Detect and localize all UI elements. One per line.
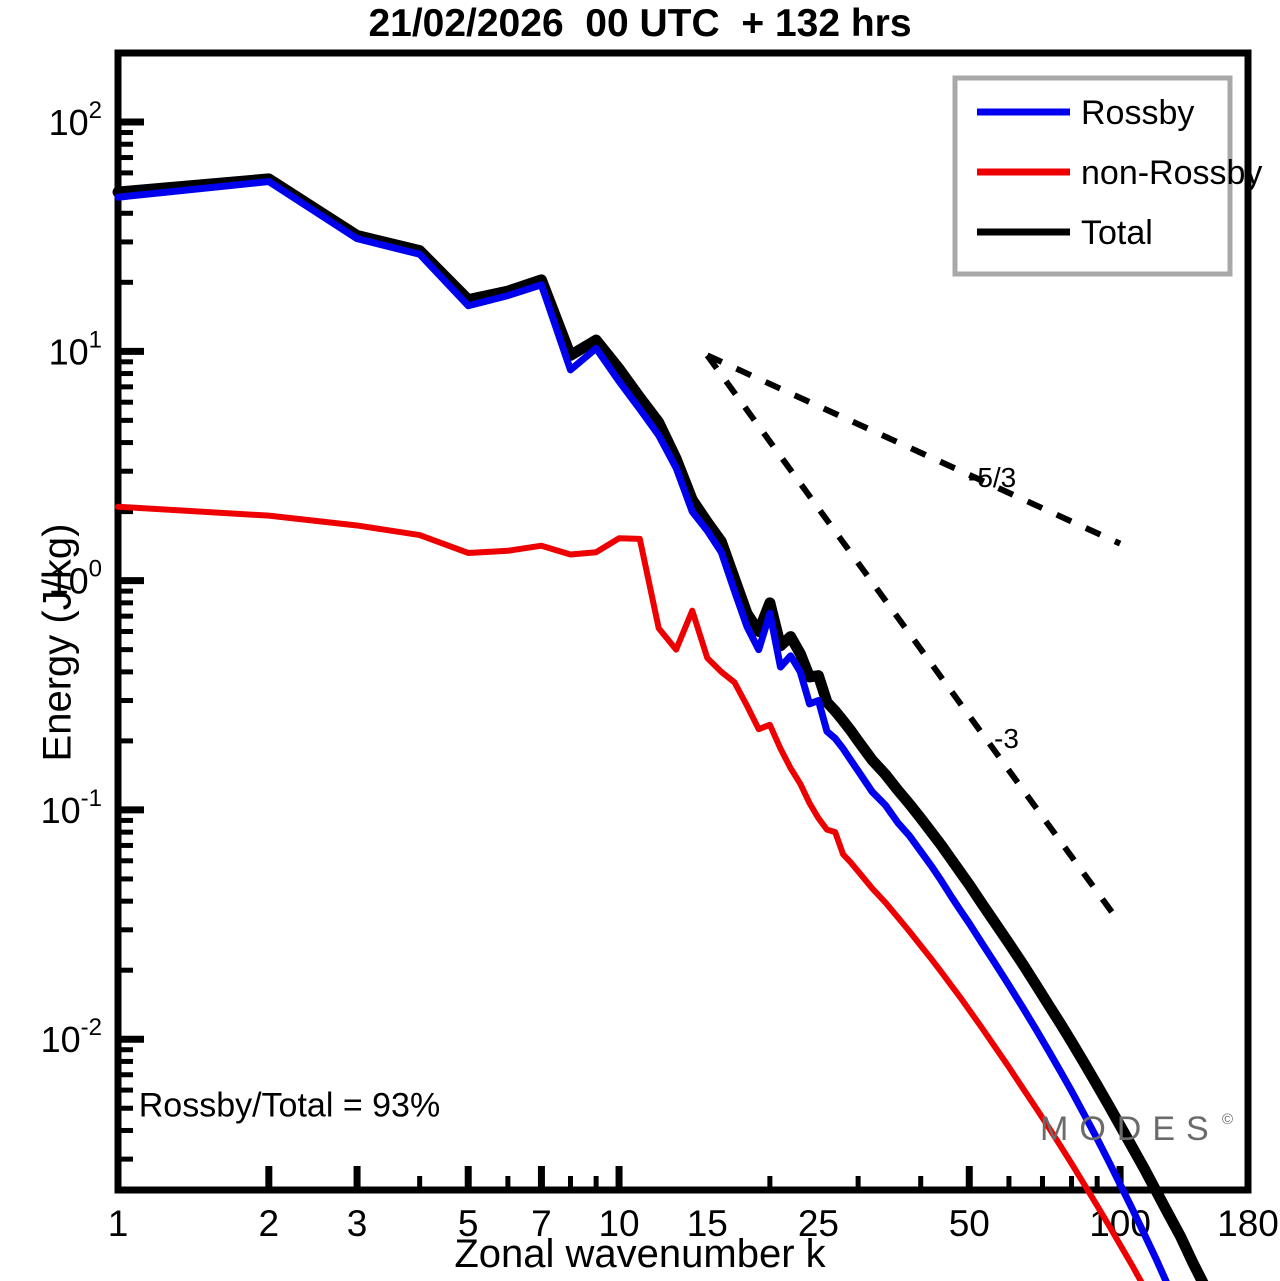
svg-text:102: 102 bbox=[49, 97, 102, 143]
x-axis-tick-labels: 1 2 3 5 7 10 15 25 50 100 180 bbox=[108, 1203, 1279, 1244]
chart-legend[interactable]: Rossby non-Rossby Total bbox=[952, 75, 1262, 277]
y-axis-tick-labels: 102 101 100 10-1 10-2 bbox=[41, 97, 102, 1060]
svg-text:2: 2 bbox=[259, 1203, 280, 1244]
svg-text:-5/3: -5/3 bbox=[968, 462, 1016, 493]
copyright-symbol: © bbox=[1222, 1111, 1233, 1128]
svg-text:50: 50 bbox=[949, 1203, 990, 1244]
svg-text:-3: -3 bbox=[994, 723, 1019, 754]
svg-text:1: 1 bbox=[108, 1203, 129, 1244]
svg-text:7: 7 bbox=[531, 1203, 552, 1244]
reference-line-labels: -5/3 -3 bbox=[968, 462, 1019, 754]
rossby-total-annotation: Rossby/Total = 93% bbox=[139, 1087, 440, 1125]
legend-label-rossby: Rossby bbox=[1081, 94, 1194, 132]
svg-text:15: 15 bbox=[687, 1203, 728, 1244]
svg-text:10: 10 bbox=[598, 1203, 639, 1244]
modes-watermark: MODES © bbox=[1040, 1110, 1233, 1148]
svg-text:101: 101 bbox=[49, 326, 102, 372]
x-axis-title: Zonal wavenumber k bbox=[454, 1232, 826, 1276]
svg-text:25: 25 bbox=[798, 1203, 839, 1244]
svg-text:10-1: 10-1 bbox=[41, 785, 102, 831]
chart-annotations: Rossby/Total = 93% bbox=[139, 1087, 440, 1125]
legend-label-non-rossby: non-Rossby bbox=[1081, 154, 1262, 192]
reference-lines bbox=[704, 352, 1123, 926]
series-total bbox=[112, 173, 1209, 1281]
svg-text:10-2: 10-2 bbox=[41, 1014, 102, 1060]
chart-title: 21/02/2026 00 UTC + 132 hrs bbox=[368, 2, 912, 45]
svg-text:5: 5 bbox=[458, 1203, 479, 1244]
legend-label-total: Total bbox=[1081, 214, 1153, 252]
series-rossby bbox=[114, 178, 1170, 1281]
y-axis-ticks bbox=[118, 50, 144, 1162]
series-non-rossby bbox=[115, 503, 1145, 1281]
watermark-text: MODES bbox=[1040, 1110, 1220, 1148]
plot-frame bbox=[114, 49, 1252, 1194]
svg-text:180: 180 bbox=[1217, 1203, 1279, 1244]
svg-text:100: 100 bbox=[49, 556, 102, 602]
data-series bbox=[112, 173, 1209, 1281]
svg-text:3: 3 bbox=[347, 1203, 368, 1244]
